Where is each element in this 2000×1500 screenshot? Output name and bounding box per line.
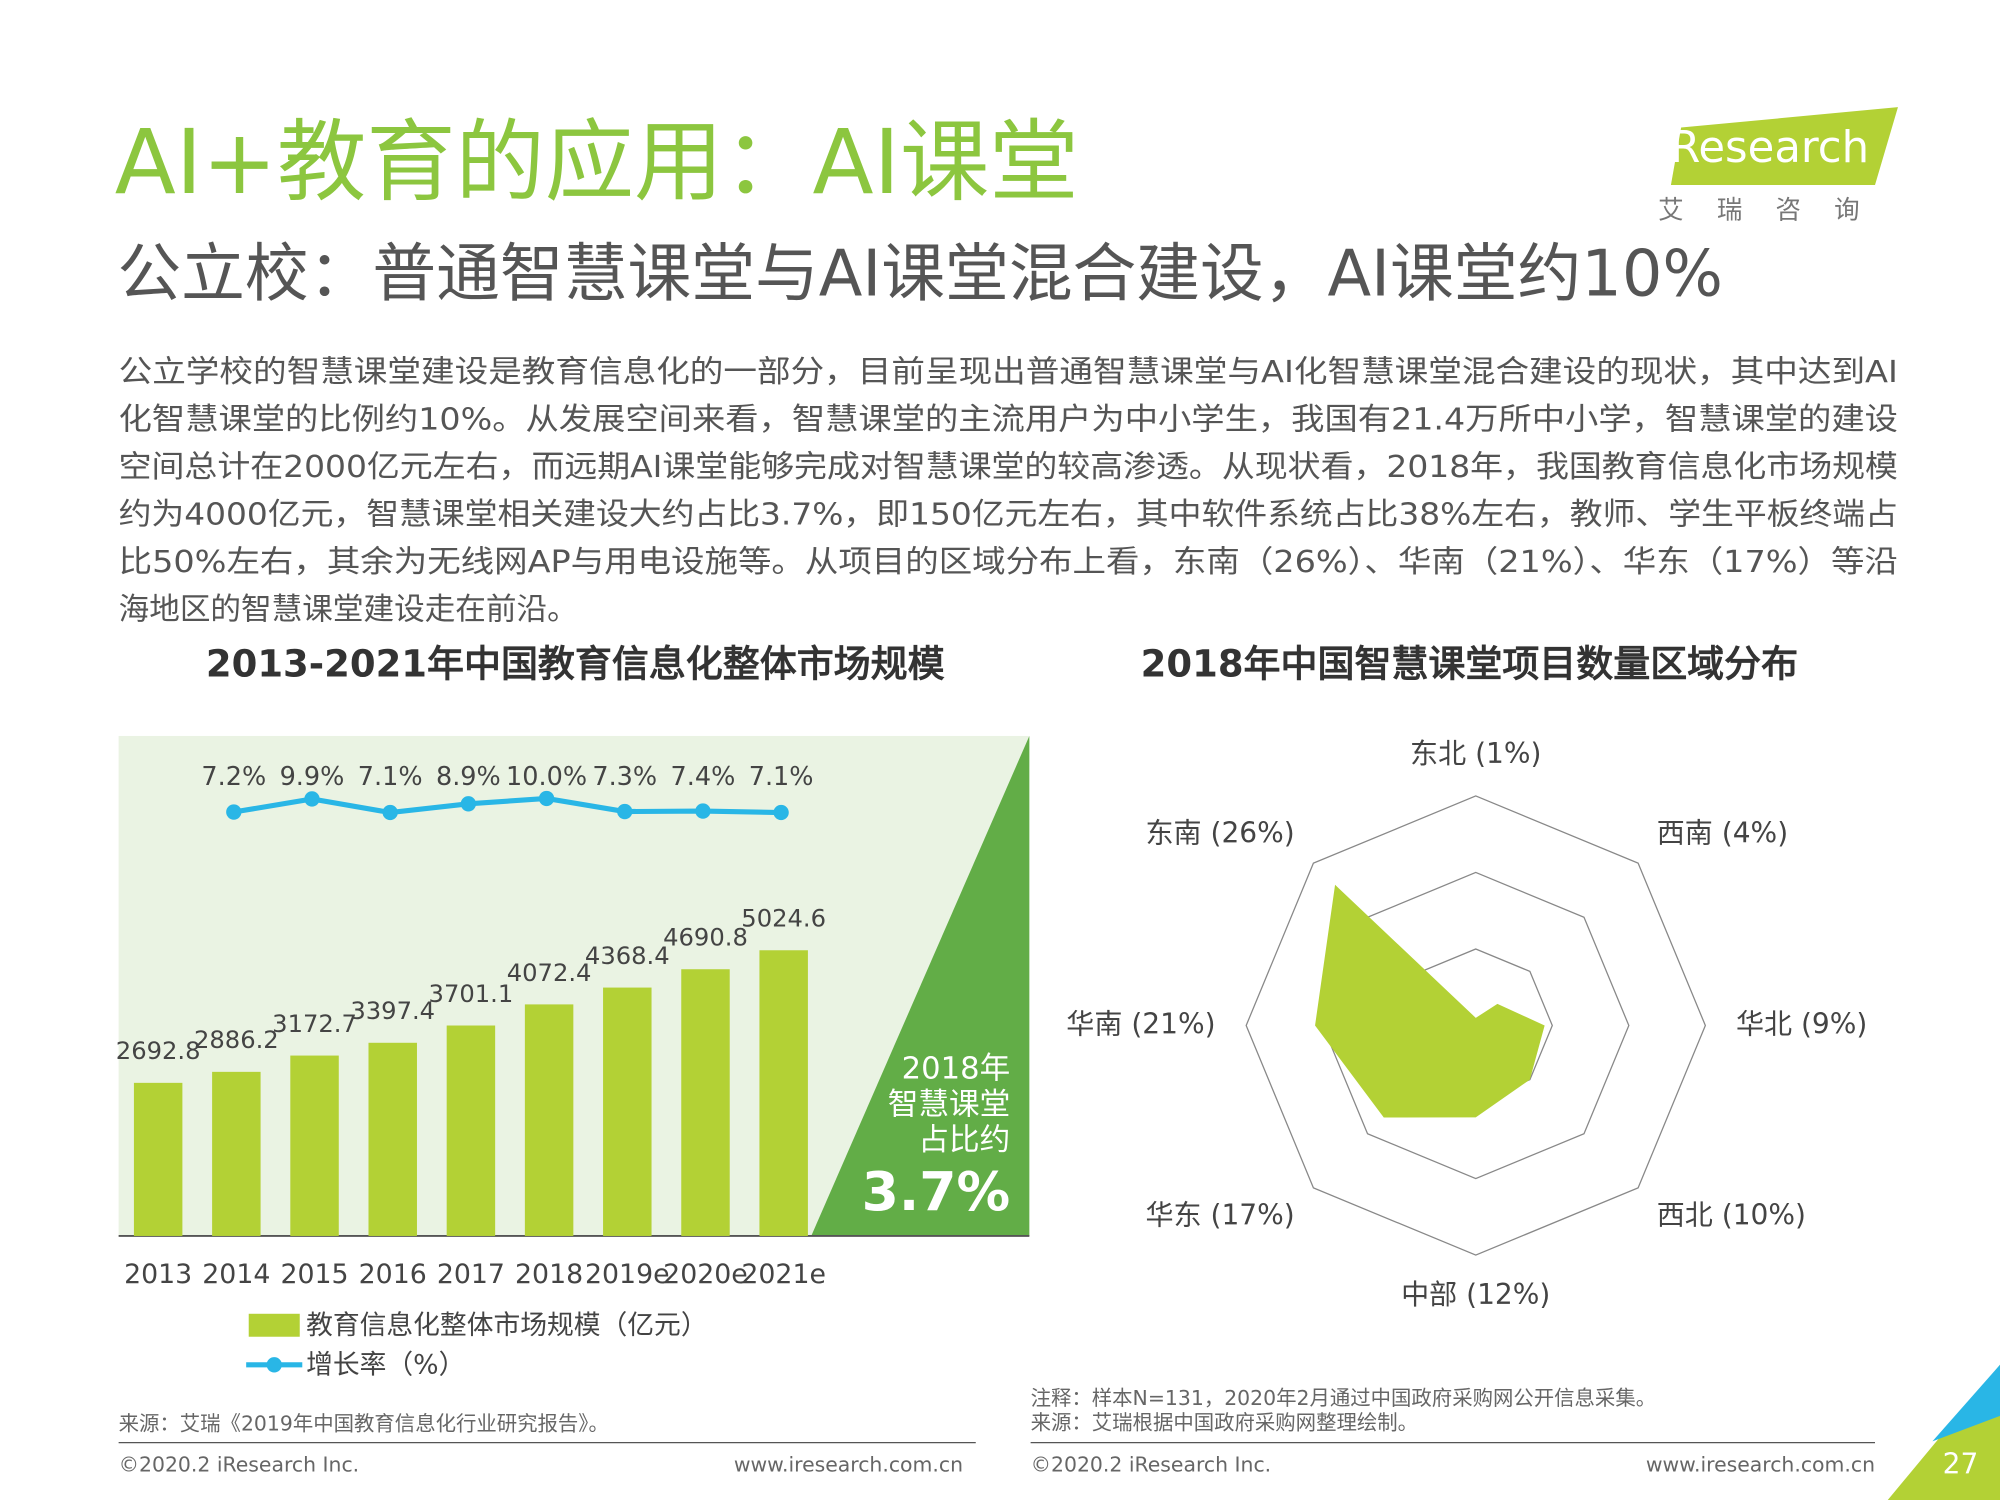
bar xyxy=(681,969,730,1236)
growth-label: 7.1% xyxy=(358,762,423,792)
highlight-triangle xyxy=(811,735,1030,1236)
bar xyxy=(133,1082,183,1236)
bar-label: 3701.1 xyxy=(429,980,514,1008)
grid-ring xyxy=(1245,795,1707,1256)
logo: iResearch xyxy=(1658,123,1869,173)
x-tick-label: 2015 xyxy=(280,1259,348,1290)
paragraph: 公立学校的智慧课堂建设是教育信息化的一部分，目前呈现出普通智慧课堂与AI化智慧课… xyxy=(119,355,1898,627)
axis-label: 东北 (1%) xyxy=(1410,737,1541,770)
bar xyxy=(603,987,652,1236)
x-tick-label: 2021e xyxy=(741,1259,826,1290)
x-tick-label: 2016 xyxy=(359,1259,427,1290)
growth-point xyxy=(538,790,555,807)
paragraph-line: 公立学校的智慧课堂建设是教育信息化的一部分，目前呈现出普通智慧课堂与AI化智慧课… xyxy=(119,355,1898,390)
axis-label: 华东 (17%) xyxy=(1146,1199,1295,1232)
growth-label: 10.0% xyxy=(506,762,587,792)
growth-point xyxy=(304,791,320,807)
annotation: 2018年 xyxy=(902,1052,1011,1087)
chart-title: 2013-2021年中国教育信息化整体市场规模 xyxy=(206,642,945,685)
bar xyxy=(212,1071,261,1236)
paragraph-line: 化智慧课堂的比例约10%。从发展空间来看，智慧课堂的主流用户为中小学生，我国有2… xyxy=(119,403,1898,438)
bar xyxy=(524,1004,574,1236)
x-tick-label: 2014 xyxy=(202,1259,270,1290)
copyright: ©2020.2 iResearch Inc. xyxy=(119,1453,360,1477)
bar-label: 4072.4 xyxy=(507,959,592,987)
bar-label: 2692.8 xyxy=(116,1037,201,1065)
radar-area xyxy=(1315,884,1545,1118)
bar xyxy=(290,1055,339,1236)
url: www.iresearch.com.cn xyxy=(734,1453,963,1477)
growth-label: 9.9% xyxy=(280,762,345,792)
bar-label: 3397.4 xyxy=(350,997,435,1025)
x-tick-label: 2019e xyxy=(585,1259,670,1290)
growth-label: 7.4% xyxy=(671,762,736,792)
copyright: ©2020.2 iResearch Inc. xyxy=(1031,1453,1272,1477)
legend-label: 增长率（%） xyxy=(306,1350,465,1381)
growth-label: 7.2% xyxy=(201,762,266,792)
bar-label: 4690.8 xyxy=(663,924,748,952)
bar-label: 5024.6 xyxy=(741,905,826,933)
note: 来源：艾瑞根据中国政府采购网整理绘制。 xyxy=(1031,1410,1418,1434)
axis-label: 西北 (10%) xyxy=(1657,1199,1806,1232)
growth-point xyxy=(773,804,789,821)
axis-label: 中部 (12%) xyxy=(1401,1278,1550,1311)
axis-label: 华南 (21%) xyxy=(1066,1008,1215,1041)
growth-label: 7.3% xyxy=(592,762,657,792)
legend-label: 教育信息化整体市场规模（亿元） xyxy=(306,1310,707,1341)
paragraph-line: 比50%左右，其余为无线网AP与用电设施等。从项目的区域分布上看，东南（26%）… xyxy=(119,545,1898,580)
axis-label: 西南 (4%) xyxy=(1657,816,1788,849)
bar xyxy=(368,1042,417,1236)
x-tick-label: 2020e xyxy=(663,1259,748,1290)
chart-title: 2018年中国智慧课堂项目数量区域分布 xyxy=(1141,642,1798,685)
bar xyxy=(446,1025,496,1236)
axis-label: 东南 (26%) xyxy=(1146,816,1295,849)
note: 注释：样本N=131，2020年2月通过中国政府采购网公开信息采集。 xyxy=(1031,1386,1657,1410)
growth-point xyxy=(617,803,633,820)
corner xyxy=(1932,1364,2000,1442)
x-tick-label: 2013 xyxy=(124,1259,192,1290)
growth-point xyxy=(382,804,398,821)
source: 来源：艾瑞《2019年中国教育信息化行业研究报告》。 xyxy=(119,1412,609,1436)
legend-swatch xyxy=(248,1313,300,1337)
axis-label: 华北 (9%) xyxy=(1736,1008,1867,1041)
growth-point xyxy=(695,803,711,819)
bar xyxy=(759,950,808,1236)
paragraph-line: 约为4000亿元，智慧课堂相关建设大约占比3.7%，即150亿元左右，其中软件系… xyxy=(119,498,1898,533)
x-tick-label: 2018 xyxy=(515,1259,583,1290)
annotation: 占比约 xyxy=(918,1123,1010,1158)
growth-point xyxy=(226,804,242,820)
page-number: 27 xyxy=(1943,1448,1979,1481)
growth-line xyxy=(233,795,782,816)
paragraph-line: 海地区的智慧课堂建设走在前沿。 xyxy=(119,592,578,627)
growth-label: 7.1% xyxy=(749,762,814,792)
legend-swatch xyxy=(266,1357,282,1373)
subtitle: 公立校：普通智慧课堂与AI课堂混合建设，AI课堂约10% xyxy=(117,238,1723,312)
annotation-value: 3.7% xyxy=(862,1160,1011,1223)
growth-label: 8.9% xyxy=(436,762,501,792)
url: www.iresearch.com.cn xyxy=(1646,1453,1875,1477)
growth-point xyxy=(460,796,477,812)
x-tick-label: 2017 xyxy=(437,1259,505,1290)
title: AI+教育的应用：AI课堂 xyxy=(115,111,1079,215)
logo-bg xyxy=(1670,107,1898,185)
paragraph-line: 空间总计在2000亿元左右，而远期AI课堂能够完成对智慧课堂的较高渗透。从现状看… xyxy=(119,450,1898,485)
bar-label: 3172.7 xyxy=(272,1010,357,1038)
logo-sub: 艾瑞咨询 xyxy=(1658,196,1893,226)
annotation: 智慧课堂 xyxy=(888,1087,1010,1122)
bar-label: 2886.2 xyxy=(194,1026,279,1054)
bar-label: 4368.4 xyxy=(585,942,670,970)
